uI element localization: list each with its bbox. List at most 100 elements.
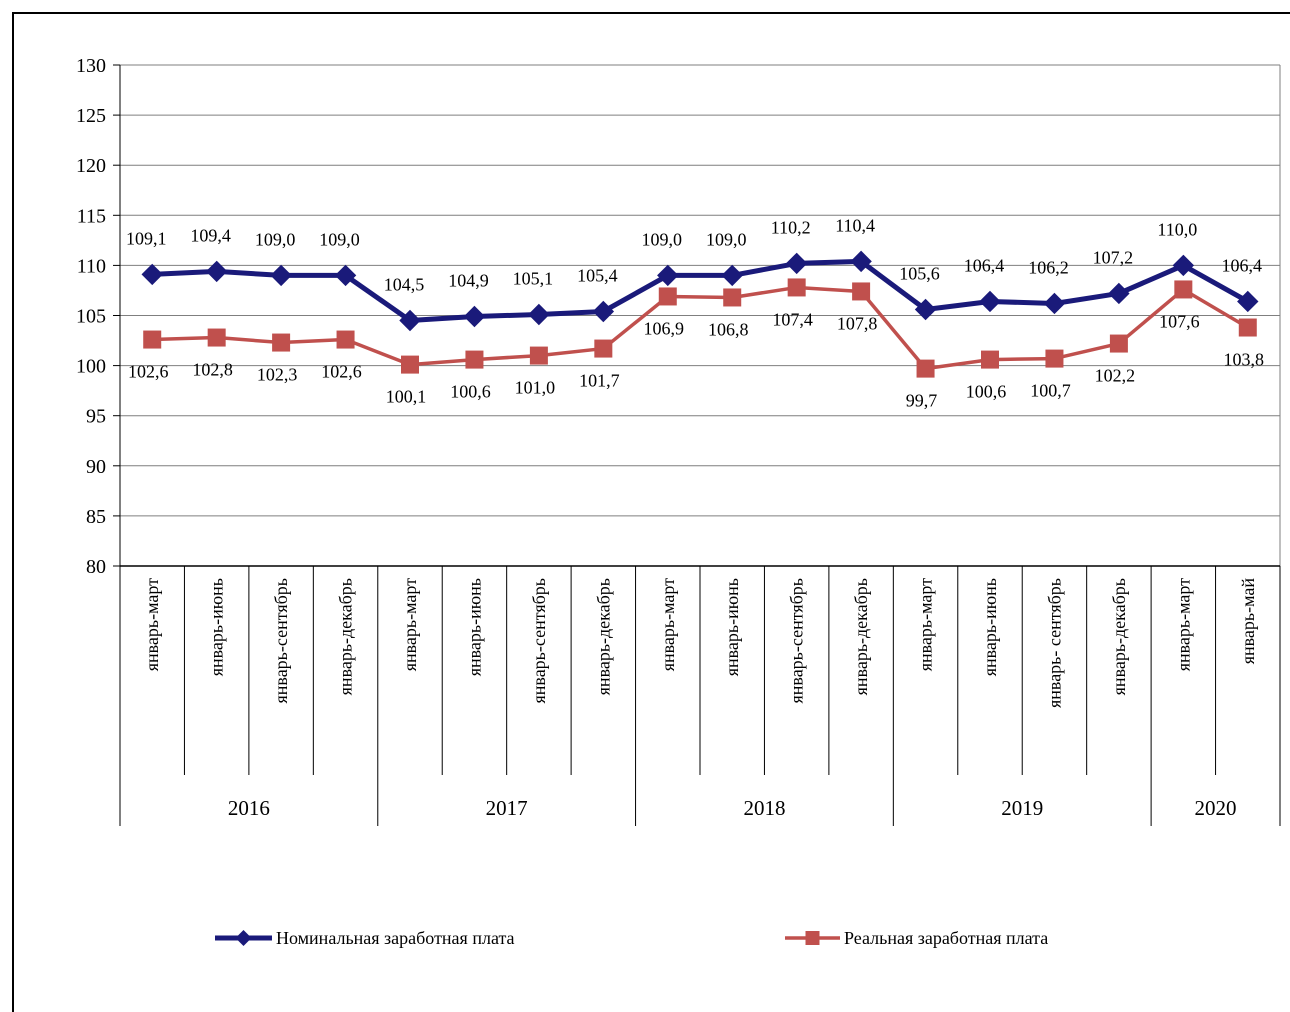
real-data-label: 100,6 [450,382,491,402]
real-point [852,282,871,301]
nominal-point [141,263,163,286]
nominal-point [850,250,872,273]
real-data-label: 100,1 [386,387,427,407]
real-data-label: 106,8 [708,319,749,339]
nominal-point [1043,292,1066,315]
category-label: январь- сентябрь [1044,578,1064,708]
nominal-data-label: 109,1 [126,228,167,248]
nominal-data-label: 110,4 [835,215,875,235]
year-group-label: 2020 [1195,796,1237,820]
nominal-data-label: 110,0 [1157,219,1197,239]
nominal-data-label: 105,6 [899,263,940,283]
nominal-data-label: 106,2 [1028,257,1069,277]
real-data-label: 99,7 [906,391,938,411]
real-data-label: 107,8 [837,313,878,333]
real-data-label: 102,8 [192,360,233,380]
category-label: январь-май [1238,578,1258,665]
series-line-real [152,285,1249,371]
y-tick-label: 80 [86,556,106,578]
legend-label-real: Реальная заработная плата [844,928,1048,948]
real-point [207,328,226,347]
nominal-data-label: 105,1 [513,268,554,288]
category-label: январь-июнь [207,578,227,676]
y-tick-label: 90 [86,456,106,478]
category-label: январь-март [658,578,678,671]
real-point [272,333,291,352]
real-data-label: 103,8 [1224,350,1265,370]
real-data-label: 101,0 [515,378,556,398]
nominal-data-label: 106,4 [1222,255,1263,275]
nominal-data-label: 104,9 [448,271,489,291]
nominal-point [592,300,615,323]
nominal-data-label: 109,0 [319,229,360,249]
real-data-label: 102,2 [1095,366,1136,386]
nominal-point [1108,282,1130,305]
nominal-data-label: 109,0 [706,229,747,249]
y-tick-label: 125 [76,105,106,127]
category-label: январь-март [1173,578,1193,671]
category-label: январь-сентябрь [787,578,807,703]
real-point [787,278,806,297]
nominal-point [1172,254,1195,277]
real-data-label: 107,4 [772,309,813,329]
year-group-label: 2018 [743,796,785,820]
real-point [1174,280,1193,299]
real-data-label: 102,6 [128,362,169,382]
nominal-point [270,264,292,287]
real-point [401,355,419,374]
nominal-point [914,298,937,321]
y-tick-label: 120 [76,155,106,177]
nominal-point [463,305,486,328]
real-data-label: 102,3 [257,365,298,385]
nominal-data-label: 109,0 [255,229,296,249]
legend-marker-nominal [235,930,252,946]
nominal-data-label: 104,5 [384,275,425,295]
real-data-label: 106,9 [644,318,685,338]
category-label: январь-март [142,578,162,671]
nominal-data-label: 106,4 [964,255,1005,275]
y-tick-label: 130 [76,55,106,77]
year-group-label: 2017 [486,796,528,820]
category-label: январь-март [400,578,420,671]
nominal-point [334,264,357,287]
y-tick-label: 85 [86,506,106,528]
real-point [723,288,742,307]
real-data-label: 107,6 [1159,311,1200,331]
real-data-label: 100,7 [1030,381,1071,401]
legend-label-nominal: Номинальная заработная плата [276,928,515,948]
legend-marker-real [805,931,820,945]
y-tick-label: 110 [77,255,106,277]
real-point [1238,318,1257,337]
y-tick-label: 105 [76,306,106,328]
nominal-data-label: 109,0 [642,229,683,249]
y-tick-label: 115 [77,205,106,227]
nominal-point [399,309,421,332]
real-point [529,346,548,365]
real-point [336,330,355,349]
nominal-point [979,290,1001,313]
real-point [465,350,484,369]
real-point [981,350,999,369]
real-point [143,330,162,349]
nominal-point [721,264,743,287]
category-label: январь-декабрь [593,578,613,695]
real-point [658,287,677,306]
category-label: январь-март [916,578,936,671]
category-label: январь-июнь [722,578,742,676]
nominal-point [657,264,679,287]
series-line-nominal [152,258,1249,324]
real-data-label: 101,7 [579,371,620,391]
year-group-label: 2019 [1001,796,1043,820]
nominal-point [1237,290,1259,313]
nominal-data-label: 107,2 [1093,247,1134,267]
real-point [1045,349,1064,368]
year-group-label: 2016 [228,796,270,820]
nominal-point [785,252,808,275]
y-tick-label: 95 [86,406,106,428]
nominal-data-label: 105,4 [577,265,618,285]
nominal-data-label: 110,2 [771,217,811,237]
category-label: январь-сентябрь [529,578,549,703]
real-data-label: 102,6 [321,362,362,382]
category-label: январь-декабрь [851,578,871,695]
